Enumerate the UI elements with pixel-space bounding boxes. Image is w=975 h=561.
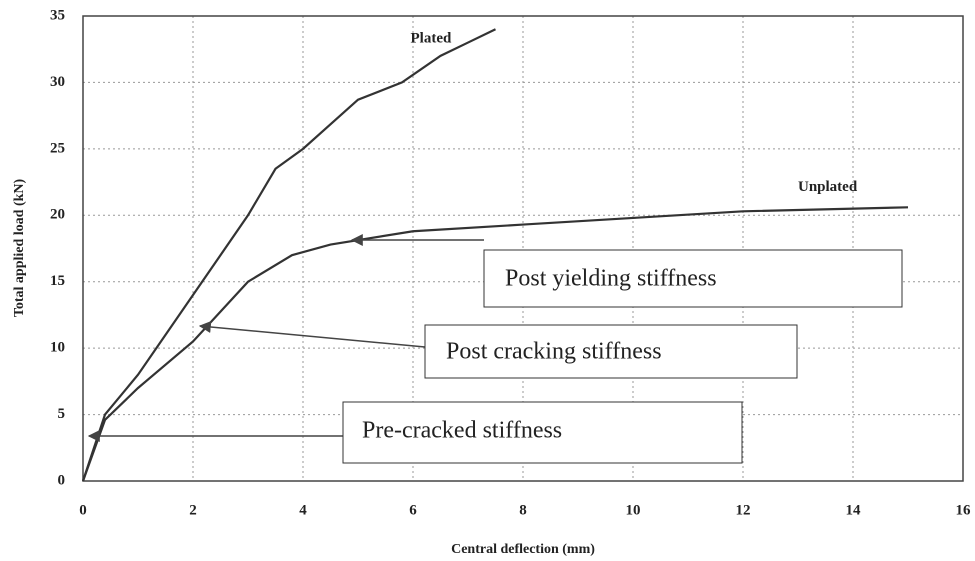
y-tick-label: 25: [50, 140, 65, 156]
x-axis-title: Central deflection (mm): [451, 542, 595, 557]
x-tick-label: 14: [846, 502, 862, 518]
annotation-box: [483, 249, 903, 308]
plot-area: 0 5 10 15 20 25 30 35 0 2 4 6 8 10 12 14 16 Plated Unplate…: [50, 7, 971, 518]
annotation: Post yielding stiffness: [350, 234, 903, 308]
plot-border: [82, 15, 964, 482]
annotation: Post cracking stiffness: [198, 321, 798, 379]
y-tick-label: 30: [50, 74, 65, 90]
annotation: Pre-cracked stiffness: [87, 401, 743, 464]
y-tick-label: 5: [58, 406, 66, 422]
y-tick-label: 20: [50, 207, 65, 223]
annotation-text: Post cracking stiffness: [446, 339, 662, 365]
x-tick-label: 12: [736, 502, 751, 518]
y-tick-label: 15: [50, 273, 65, 289]
x-tick-label: 16: [956, 502, 972, 518]
x-tick-label: 8: [519, 502, 527, 518]
annotation-text: Post yielding stiffness: [505, 266, 717, 292]
annotation-box: [342, 401, 743, 464]
series-line: [81, 206, 909, 482]
x-tick-label: 6: [409, 502, 417, 518]
x-tick-label: 2: [189, 502, 197, 518]
y-tick-label: 10: [50, 340, 65, 356]
x-tick-label: 4: [299, 502, 307, 518]
x-tick-label: 10: [626, 502, 641, 518]
y-tick-label: 35: [50, 7, 65, 23]
x-tick-label: 0: [79, 502, 87, 518]
arrow: [198, 321, 426, 348]
series-label: Unplated: [798, 179, 858, 195]
series-label: Plated: [411, 31, 452, 47]
y-axis-title: Total applied load (kN): [12, 178, 27, 317]
annotation-box: [424, 324, 798, 379]
series-line: [81, 28, 496, 482]
y-tick-label: 0: [58, 472, 66, 488]
annotation-text: Pre-cracked stiffness: [362, 418, 562, 444]
